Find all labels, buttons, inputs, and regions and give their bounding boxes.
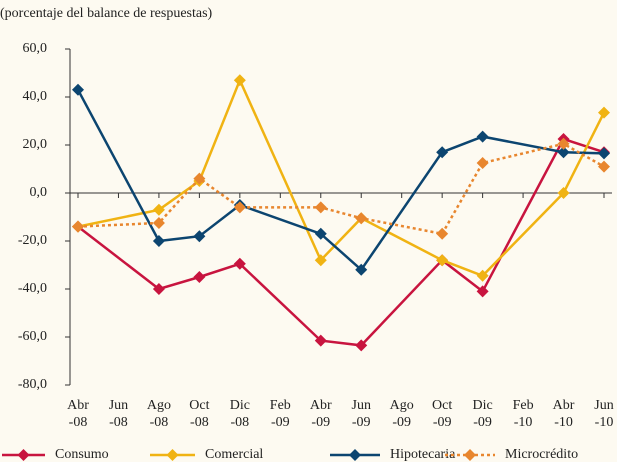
series-line xyxy=(77,77,606,278)
legend-marker xyxy=(17,449,30,461)
marker xyxy=(152,217,165,229)
legend-label: Hipotecaria xyxy=(390,447,456,462)
x-tick-label: Ago -08 xyxy=(147,398,171,430)
x-tick-label: Ago -09 xyxy=(390,398,414,430)
marker xyxy=(598,160,610,173)
x-tick-label: Oct -09 xyxy=(432,398,452,430)
y-tick-label: -20,0 xyxy=(18,233,47,248)
legend-label: Comercial xyxy=(205,447,263,462)
x-tick-label: Dic -08 xyxy=(230,398,250,430)
marker xyxy=(557,187,570,199)
legend-marker xyxy=(166,449,179,461)
y-tick-label: 40,0 xyxy=(23,89,48,104)
y-tick-label: 60,0 xyxy=(23,41,48,56)
marker xyxy=(152,203,165,216)
x-tick-label: Abr -08 xyxy=(67,398,89,430)
marker xyxy=(314,227,327,240)
marker xyxy=(152,283,165,295)
marker xyxy=(557,137,570,150)
marker xyxy=(436,227,449,240)
x-tick-label: Feb -09 xyxy=(270,398,291,430)
marker xyxy=(233,74,246,87)
legend-marker xyxy=(464,449,476,461)
y-tick-label: 20,0 xyxy=(23,137,48,152)
marker xyxy=(436,254,449,267)
x-tick-label: Jun -09 xyxy=(352,398,371,430)
legend-label: Microcrédito xyxy=(505,447,578,462)
x-tick-label: Feb -10 xyxy=(513,398,534,430)
x-tick-label: Oct -08 xyxy=(189,398,209,430)
x-tick-label: Jun -08 xyxy=(109,398,128,430)
marker xyxy=(598,106,610,119)
legend-label: Consumo xyxy=(55,447,109,462)
marker xyxy=(193,172,206,185)
marker xyxy=(557,146,570,159)
marker xyxy=(314,254,327,267)
marker xyxy=(436,146,449,159)
marker xyxy=(355,212,368,225)
series-line xyxy=(77,137,605,347)
y-tick-label: -80,0 xyxy=(18,377,47,392)
marker xyxy=(72,83,84,96)
marker xyxy=(233,257,246,270)
x-tick-label: Dic -09 xyxy=(473,398,493,430)
marker xyxy=(476,157,489,169)
marker xyxy=(193,230,206,243)
x-tick-label: Jun -10 xyxy=(594,398,613,430)
marker xyxy=(476,130,489,143)
x-tick-label: Abr -09 xyxy=(310,398,332,430)
legend-marker xyxy=(349,449,361,461)
marker xyxy=(314,334,327,347)
marker xyxy=(355,263,368,276)
marker xyxy=(314,201,327,214)
marker xyxy=(233,201,246,214)
marker xyxy=(476,285,489,298)
marker xyxy=(598,147,610,160)
chart-subtitle: (porcentaje del balance de respuestas) xyxy=(0,6,213,21)
marker xyxy=(152,235,165,247)
marker xyxy=(193,271,206,283)
marker xyxy=(476,269,489,282)
series-line xyxy=(76,89,605,272)
y-tick-label: -60,0 xyxy=(18,329,47,344)
y-tick-label: 0,0 xyxy=(30,185,48,200)
y-tick-label: -40,0 xyxy=(18,281,47,296)
marker xyxy=(355,339,368,352)
x-tick-label: Abr -10 xyxy=(553,398,575,430)
marker xyxy=(72,220,84,233)
